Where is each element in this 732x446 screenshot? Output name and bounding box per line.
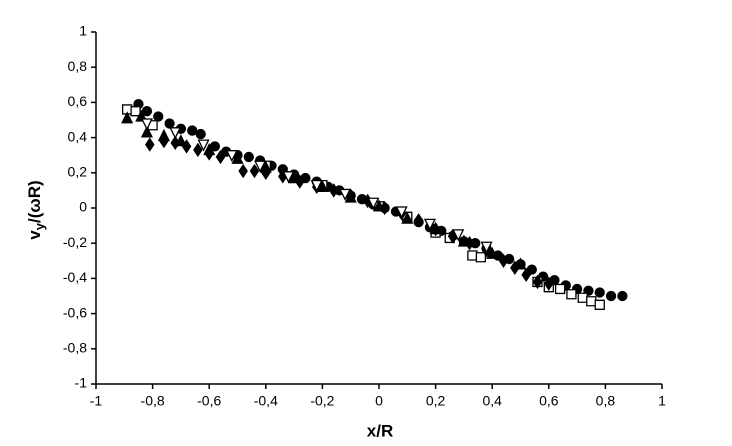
point-diamond [193,142,203,158]
point-triangle-down [197,139,210,152]
y-title-main: v [25,230,44,240]
point-square [467,250,478,261]
point-square [475,252,487,263]
point-diamond [159,133,169,149]
y-tick-label: -0,2 [63,234,87,250]
point-triangle-down [254,160,267,173]
point-triangle [401,211,414,224]
x-tick-label: -0,4 [254,393,278,409]
point-diamond [430,221,441,237]
point-triangle-down [140,118,153,131]
x-tick-label: -1 [90,393,103,409]
y-tick-label: 1 [79,23,87,39]
point-diamond [204,146,214,161]
point-diamond [238,163,248,179]
point-diamond [328,183,339,198]
point-diamond [144,137,155,152]
point-triangle [121,111,134,124]
point-diamond [532,274,543,290]
point-diamond [413,213,424,228]
y-tick-label: 0,6 [68,93,88,109]
point-diamond [249,163,260,179]
x-tick-label: 0,2 [426,393,446,409]
x-tick-label: -0,2 [310,393,334,409]
point-triangle [140,125,153,138]
x-axis-title: x/R [367,421,393,440]
point-triangle-down [338,188,352,201]
point-square [554,283,566,295]
y-title-rest: /(ωR) [25,180,44,223]
point-circle [195,128,206,140]
point-diamond [510,260,520,276]
x-tick-label: -0,6 [197,393,221,409]
point-square [130,106,141,117]
y-tick-label: 0,8 [68,58,88,74]
point-diamond [379,200,390,216]
point-triangle-down [395,206,408,219]
point-diamond [464,236,475,251]
point-circle [141,106,153,117]
point-diamond [215,149,226,165]
y-tick-label: -0,8 [63,340,87,356]
point-triangle-down [367,197,380,210]
point-circle [187,125,198,136]
point-triangle [486,246,499,259]
x-tick-label: 1 [658,393,666,409]
point-diamond [261,165,271,180]
point-triangle-down [282,171,295,184]
point-triangle [231,151,244,164]
point-triangle-down [310,179,323,193]
point-diamond [544,276,554,291]
point-square [586,296,597,307]
point-square [594,299,605,310]
point-diamond [181,139,192,154]
point-triangle-down [480,241,493,254]
x-tick-label: 0,4 [482,393,502,409]
point-circle [594,287,605,298]
x-tick-label: -0,8 [141,393,165,409]
point-circle [605,290,617,302]
x-tick-label: 0 [375,393,383,409]
point-circle [617,290,628,302]
y-title-sub: y [32,222,47,230]
point-diamond [294,174,305,189]
y-tick-label: -1 [75,375,88,391]
point-circle [164,118,175,129]
point-triangle-down [452,229,465,242]
point-diamond [170,135,181,151]
point-triangle-down [169,127,182,140]
y-axis-title: vy/(ωR) [25,180,47,239]
point-square [577,292,588,303]
point-square [566,289,577,300]
point-circle [243,151,254,163]
y-tick-label: 0,4 [68,128,88,144]
point-circle [153,111,164,122]
y-tick-label: 0,2 [68,164,88,180]
y-tick-label: -0,4 [63,269,87,285]
x-tick-label: 0,6 [539,393,559,409]
x-tick-label: 0,8 [596,393,616,409]
point-diamond [521,267,531,283]
point-triangle-down [423,218,436,231]
point-triangle-down [225,150,238,163]
y-tick-label: -0,6 [63,304,87,320]
point-diamond [498,253,509,268]
y-tick-label: 0 [79,199,87,215]
